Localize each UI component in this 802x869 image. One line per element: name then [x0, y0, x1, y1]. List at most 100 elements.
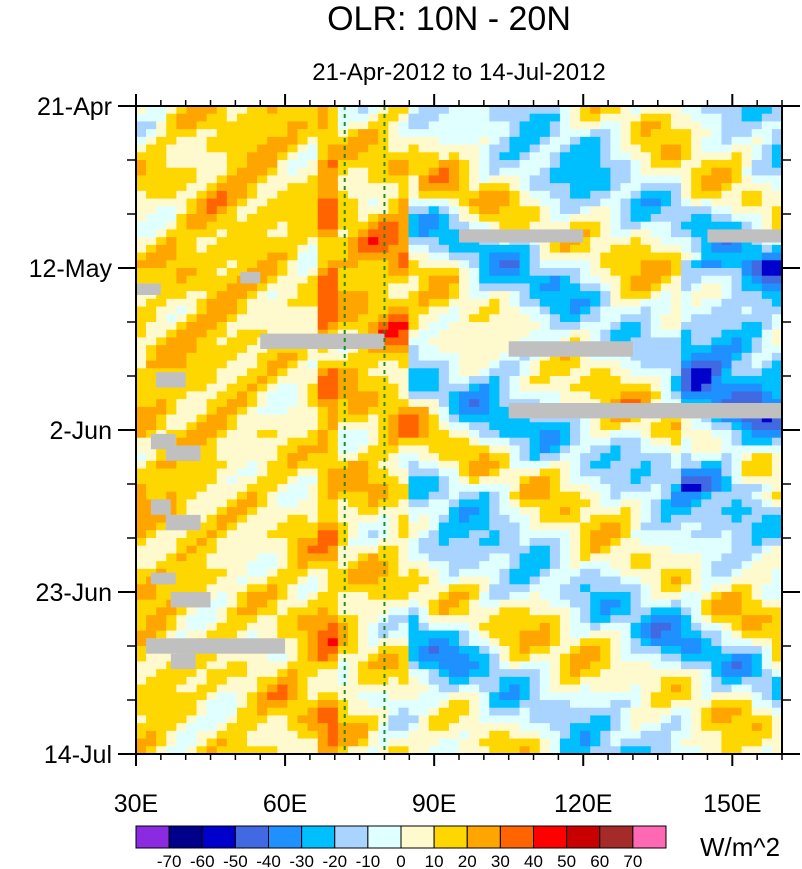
heatmap-cell	[529, 700, 541, 709]
heatmap-cell	[378, 106, 389, 115]
heatmap-cell	[186, 669, 198, 678]
heatmap-cell	[731, 522, 743, 531]
heatmap-cell	[186, 175, 198, 184]
heatmap-cell	[428, 568, 440, 578]
heatmap-cell	[136, 206, 147, 215]
heatmap-cell	[216, 113, 228, 123]
heatmap-cell	[660, 561, 672, 570]
heatmap-cell	[741, 576, 753, 585]
heatmap-cell	[136, 329, 147, 339]
heatmap-cell	[287, 291, 299, 300]
heatmap-cell	[317, 160, 329, 169]
heatmap-cell	[660, 630, 672, 639]
heatmap-cell	[519, 630, 531, 639]
heatmap-cell	[691, 268, 702, 277]
heatmap-cell	[600, 607, 611, 616]
heatmap-cell	[761, 152, 773, 161]
heatmap-cell	[216, 198, 228, 207]
heatmap-cell	[307, 206, 319, 215]
heatmap-cell	[307, 345, 319, 354]
heatmap-cell	[660, 684, 672, 693]
heatmap-cell	[438, 368, 450, 377]
heatmap-cell	[156, 268, 167, 277]
heatmap-cell	[570, 576, 581, 585]
heatmap-cell	[216, 360, 228, 369]
heatmap-cell	[438, 545, 450, 555]
heatmap-cell	[297, 484, 309, 493]
heatmap-cell	[428, 684, 440, 693]
heatmap-cell	[196, 406, 208, 416]
heatmap-cell	[206, 329, 218, 339]
heatmap-cell	[620, 306, 632, 315]
heatmap-cell	[206, 653, 218, 663]
heatmap-cell	[620, 167, 632, 177]
heatmap-cell	[610, 453, 622, 462]
heatmap-cell	[459, 167, 470, 177]
heatmap-cell	[176, 291, 188, 300]
heatmap-cell	[136, 522, 147, 531]
heatmap-cell	[206, 414, 218, 423]
heatmap-cell	[570, 129, 581, 138]
heatmap-cell	[136, 538, 147, 547]
heatmap-cell	[479, 144, 490, 153]
heatmap-cell	[136, 106, 147, 115]
heatmap-cell	[721, 175, 733, 184]
heatmap-cell	[469, 113, 480, 123]
heatmap-cell	[418, 167, 430, 177]
heatmap-cell	[448, 129, 460, 138]
heatmap-cell	[378, 700, 389, 709]
heatmap-cell	[711, 430, 723, 439]
heatmap-cell	[277, 121, 288, 130]
heatmap-cell	[640, 291, 652, 300]
heatmap-cell	[408, 237, 420, 246]
heatmap-cell	[701, 437, 712, 447]
heatmap-cell	[570, 391, 581, 400]
heatmap-cell	[670, 152, 682, 161]
heatmap-cell	[711, 106, 723, 115]
heatmap-cell	[660, 283, 672, 292]
heatmap-cell	[408, 229, 420, 238]
heatmap-cell	[156, 198, 167, 207]
heatmap-cell	[226, 129, 238, 138]
heatmap-cell	[146, 553, 157, 562]
heatmap-cell	[489, 368, 500, 377]
heatmap-cell	[590, 646, 601, 655]
heatmap-cell	[166, 484, 177, 493]
heatmap-cell	[701, 700, 712, 709]
heatmap-cell	[236, 152, 248, 161]
heatmap-cell	[610, 190, 622, 200]
heatmap-cell	[580, 684, 591, 693]
heatmap-cell	[771, 322, 782, 331]
heatmap-cell	[559, 538, 571, 547]
heatmap-cell	[388, 576, 400, 585]
heatmap-cell	[388, 144, 400, 153]
heatmap-cell	[640, 360, 652, 369]
heatmap-cell	[247, 206, 258, 215]
heatmap-cell	[448, 275, 460, 285]
heatmap-cell	[751, 561, 763, 570]
heatmap-cell	[590, 414, 601, 423]
heatmap-cell	[277, 190, 288, 200]
heatmap-cell	[620, 453, 632, 462]
heatmap-cell	[721, 306, 733, 315]
heatmap-cell	[559, 615, 571, 624]
heatmap-cell	[640, 638, 652, 647]
heatmap-cell	[610, 514, 622, 524]
heatmap-cell	[539, 491, 551, 501]
heatmap-cell	[630, 607, 642, 616]
heatmap-cell	[317, 198, 329, 207]
heatmap-cell	[630, 198, 642, 207]
heatmap-cell	[428, 507, 440, 516]
heatmap-cell	[438, 244, 450, 254]
heatmap-cell	[257, 252, 268, 261]
heatmap-cell	[529, 507, 541, 516]
heatmap-cell	[146, 707, 157, 717]
heatmap-cell	[358, 700, 369, 709]
heatmap-cell	[136, 707, 147, 717]
heatmap-cell	[247, 306, 258, 315]
heatmap-cell	[337, 368, 349, 377]
heatmap-cell	[650, 607, 662, 616]
heatmap-cell	[378, 237, 389, 246]
heatmap-cell	[247, 592, 258, 601]
heatmap-cell	[448, 576, 460, 585]
